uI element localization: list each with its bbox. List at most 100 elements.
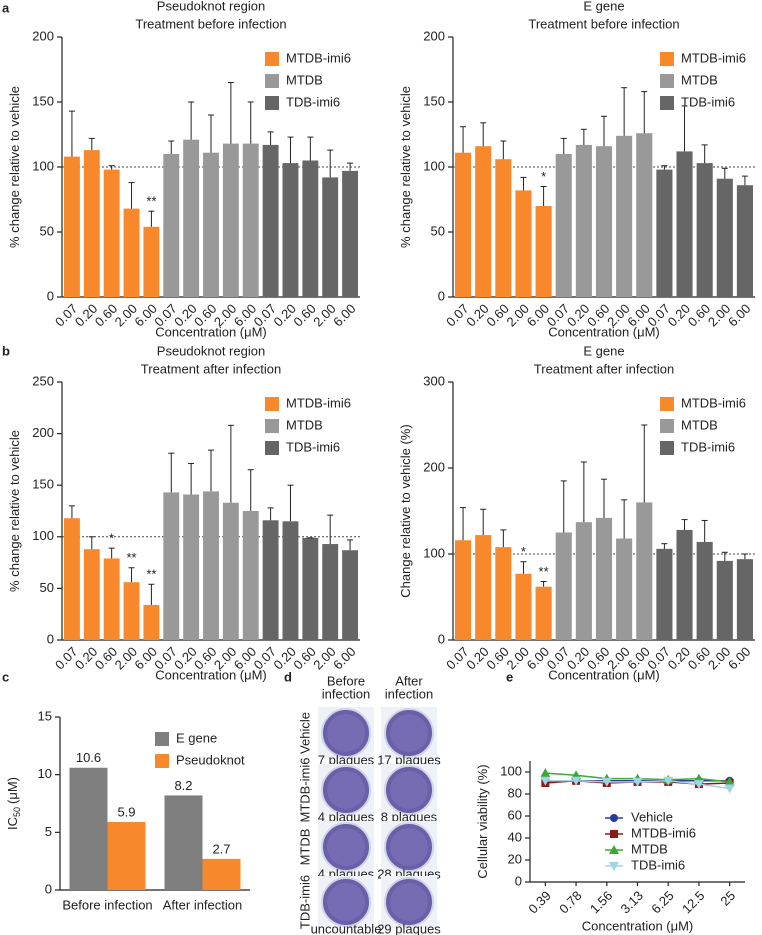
legend-swatch [660,74,674,88]
panel-label: b [2,343,10,358]
bar [322,544,339,640]
chart-subtitle: Treatment after infection [141,361,281,376]
bar [107,821,146,890]
panel-label: c [2,669,9,684]
dish-inner [327,714,365,752]
significance-label: * [541,169,546,184]
bar [123,582,140,640]
bar [262,144,279,297]
legend-label: MTDB [681,417,718,432]
x-tick-label: 6.00 [330,301,359,330]
y-tick-label: 300 [423,373,445,388]
dish-caption: uncountable [311,921,382,935]
chart-title: Pseudoknot region [157,343,265,358]
bar [183,494,200,640]
value-label: 5.9 [117,804,135,819]
legend-swatch [265,96,279,110]
legend-swatch [265,441,279,455]
y-tick-label: 0 [47,631,54,646]
y-tick-label: 100 [423,545,445,560]
bar [123,208,140,297]
point [724,784,735,794]
point [632,777,643,787]
legend-swatch [265,52,279,66]
legend-label: MTDB-imi6 [631,825,696,840]
dish-inner [327,883,365,921]
legend-swatch [265,74,279,88]
x-tick-label: Before infection [62,897,152,912]
legend-label: MTDB-imi6 [286,395,351,410]
x-tick-label: 6.25 [648,888,677,917]
legend-marker [610,814,618,822]
y-tick-label: 40 [508,829,522,844]
significance-label: * [109,531,114,546]
bar [656,169,673,297]
bar [716,178,733,297]
point [601,777,612,787]
bar [656,548,673,640]
row-label: MTDB [297,829,312,866]
x-axis-label: Concentration (μM) [548,667,660,682]
y-axis-label: % change relative to vehicle [7,86,22,248]
bar [143,226,160,297]
y-tick-label: 50 [40,223,54,238]
y-tick-label: 80 [508,785,522,800]
y-tick-label: 200 [32,425,54,440]
x-tick-label: 6.00 [725,644,754,673]
chart-title: E gene [583,0,624,13]
bar [535,206,552,297]
bar [103,169,120,297]
bar [495,547,512,640]
column-header: After [395,673,423,688]
bar [83,150,100,297]
y-tick-label: 100 [32,528,54,543]
bar [696,541,713,640]
y-axis-label: Change relative to vehicle (%) [398,424,413,597]
y-tick-label: 15 [38,708,52,723]
y-axis-label-text: % change relative to vehicle [7,86,22,248]
legend-swatch [155,732,169,746]
y-tick-label: 250 [32,373,54,388]
chart-subtitle: Treatment before infection [135,16,286,31]
y-tick-label: 0 [47,288,54,303]
legend-marker [609,862,619,871]
legend-swatch [660,96,674,110]
legend-label: Pseudoknot [176,752,245,767]
legend-label: MTDB [681,72,718,87]
legend-label: Vehicle [631,809,673,824]
legend-label: TDB-imi6 [681,439,735,454]
column-header: infection [322,686,370,701]
bar [222,143,239,297]
dish-caption: 4 plaques [318,809,375,824]
bar [595,146,613,297]
y-axis-label-text: Change relative to vehicle (%) [398,424,413,597]
y-axis-label-text: Cellular viability (%) [475,764,490,878]
panel-label: e [506,669,513,684]
y-tick-label: 200 [32,28,54,43]
y-tick-label: 0 [45,881,52,896]
bar [242,511,259,640]
point [693,780,704,790]
bar [595,517,613,640]
bar [636,502,653,640]
y-axis-label-sub: 50 [12,807,22,817]
bar [676,529,693,640]
y-tick-label: 50 [431,223,445,238]
x-tick-label: 12.5 [679,888,708,917]
bar [475,535,492,640]
legend-label: MTDB [286,72,323,87]
legend-label: TDB-imi6 [286,94,340,109]
y-axis-label-text: IC [5,817,20,830]
y-axis-label: Cellular viability (%) [475,764,490,878]
y-tick-label: 150 [32,477,54,492]
legend-label: MTDB-imi6 [286,50,351,65]
legend-label: TDB-imi6 [681,94,735,109]
bar [515,190,532,297]
column-header: infection [385,686,433,701]
bar [736,185,753,297]
dish-caption: 8 plaques [381,809,438,824]
dish-inner [390,883,428,921]
bar [302,160,319,297]
bar [575,522,592,640]
